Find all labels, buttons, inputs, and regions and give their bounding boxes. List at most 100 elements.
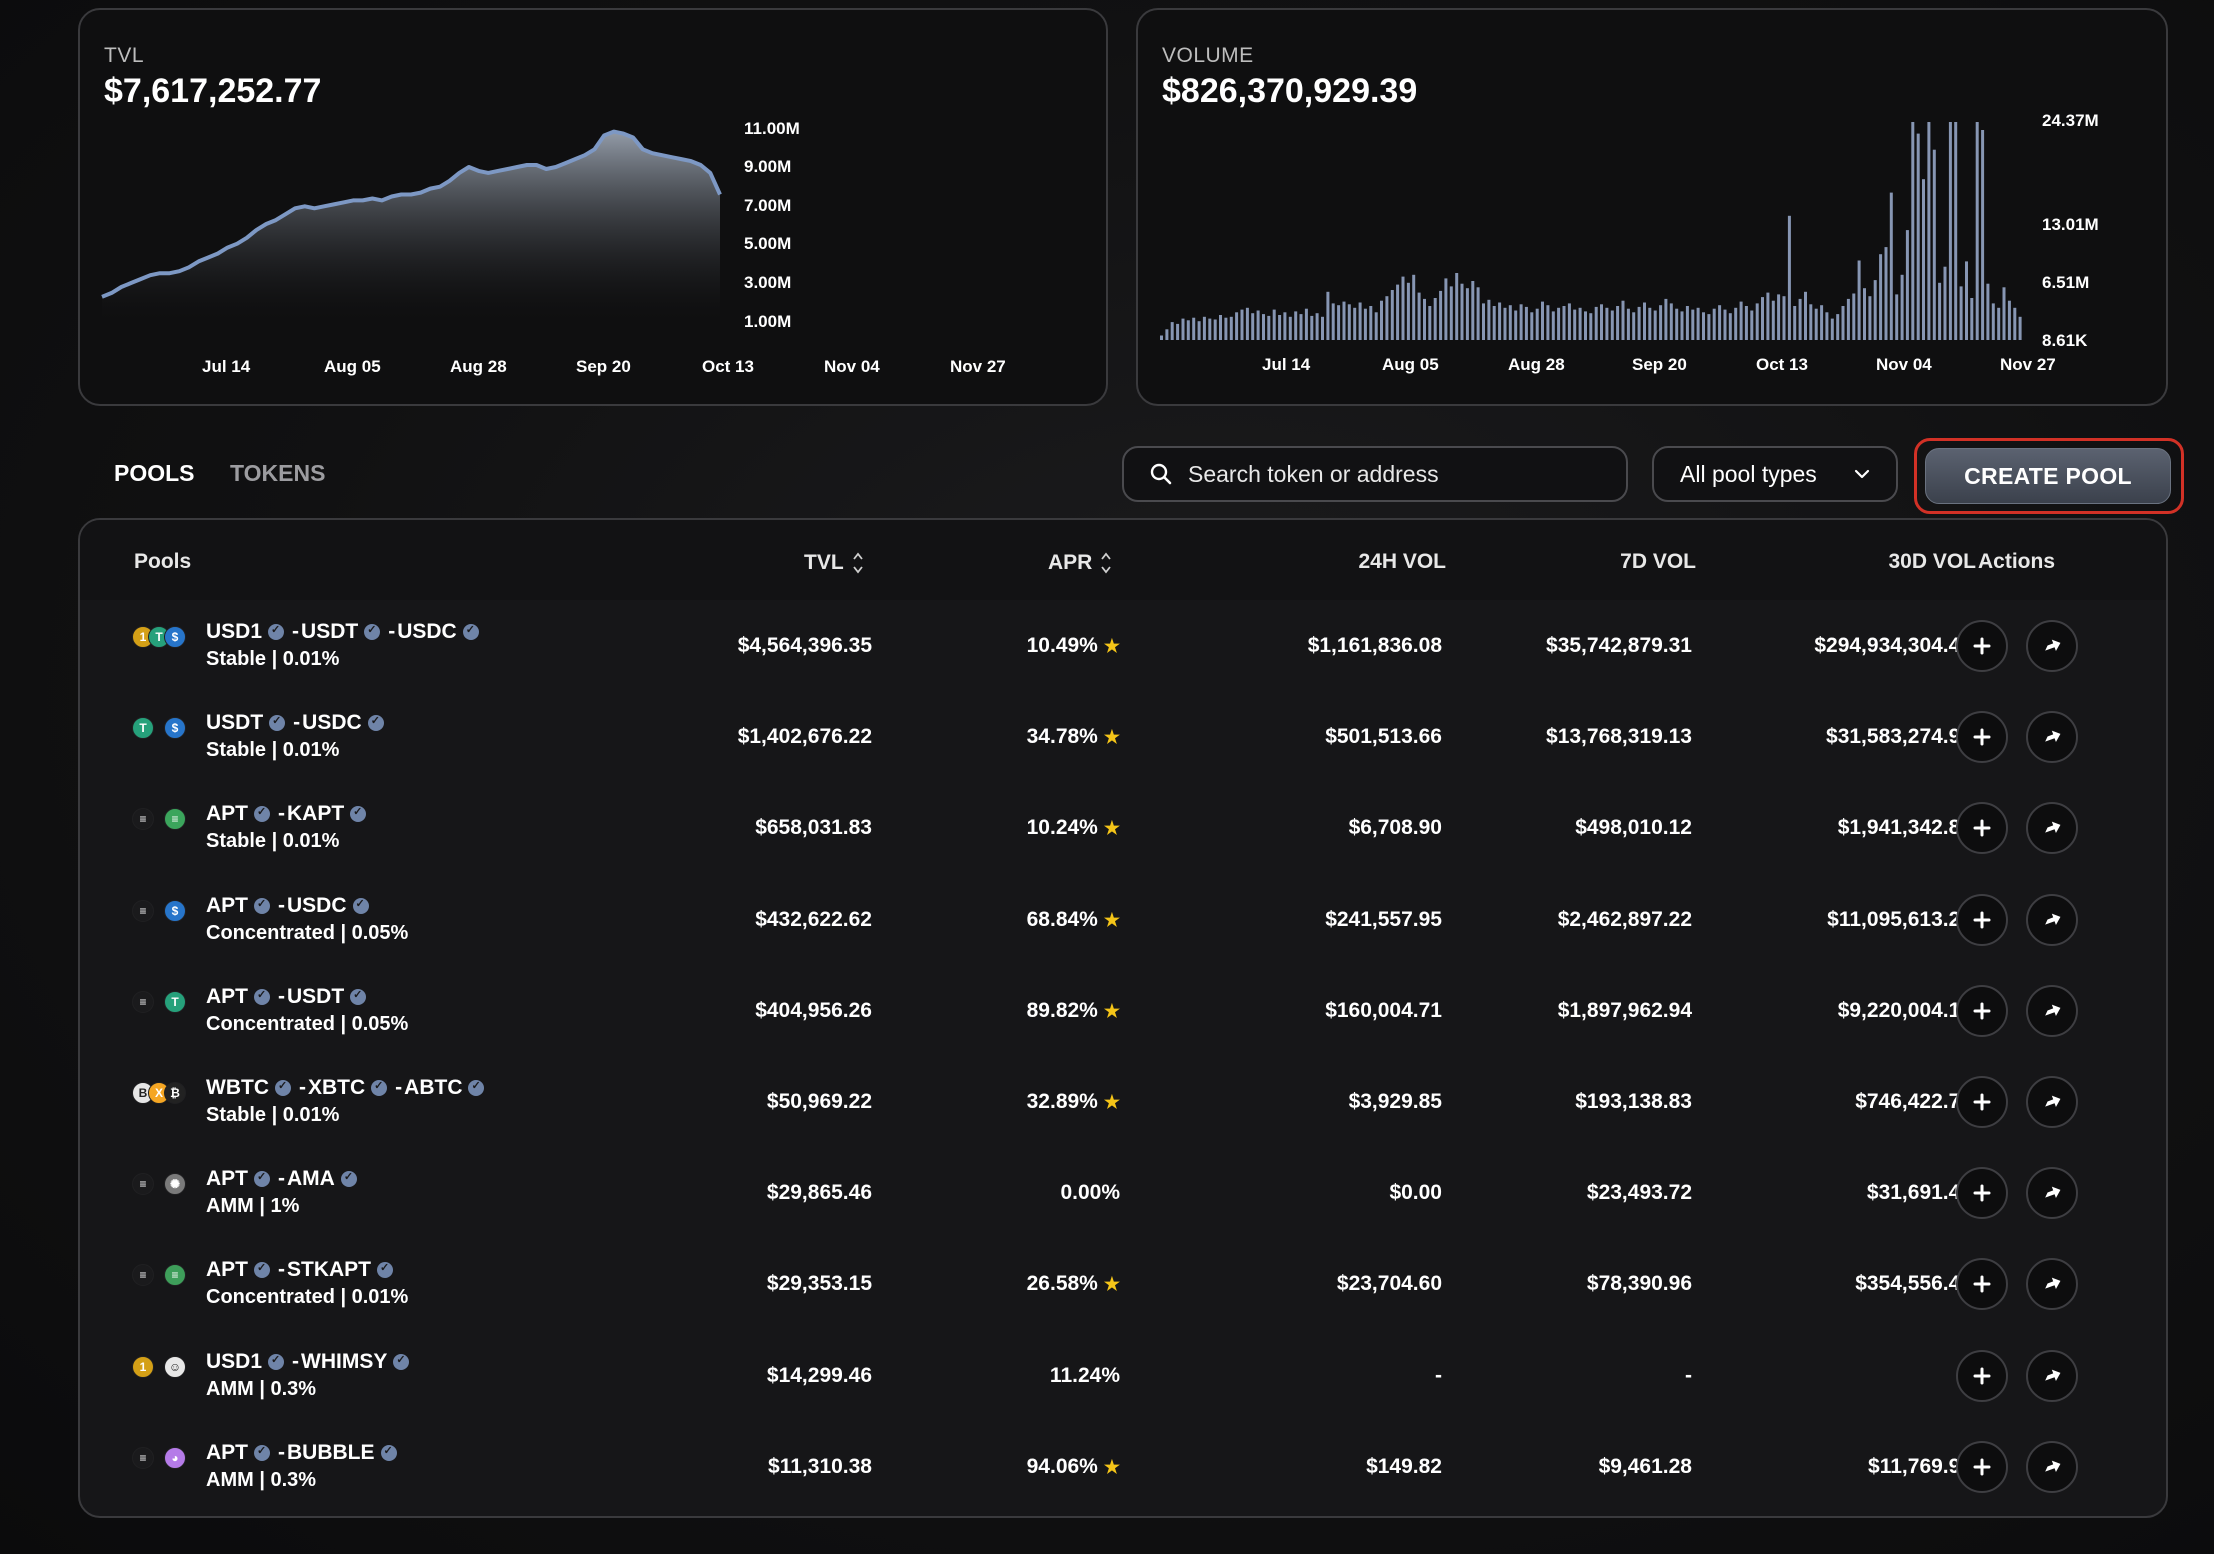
- volume-bar: [1299, 314, 1303, 340]
- token-symbol: XBTC: [307, 1076, 366, 1099]
- pool-name[interactable]: APT - BUBBLE: [206, 1441, 403, 1465]
- add-liquidity-button[interactable]: [1956, 620, 2008, 672]
- y-tick-label: 6.51M: [2042, 273, 2089, 292]
- apr-value: 89.82%: [1026, 998, 1098, 1022]
- add-liquidity-button[interactable]: [1956, 1349, 2008, 1402]
- search-input[interactable]: [1188, 460, 1608, 488]
- table-row[interactable]: ≡≡APT- STKAPTConcentrated | 0.01%$29,353…: [80, 1238, 2166, 1329]
- table-row[interactable]: BX₿WBTC- XBTC- ABTCStable | 0.01%$50,969…: [80, 1056, 2166, 1147]
- pool-type: AMM | 0.3%: [206, 1468, 317, 1491]
- volume-bar: [1482, 303, 1485, 340]
- add-liquidity-button[interactable]: [1956, 1258, 2008, 1311]
- volume-bar: [1948, 122, 1952, 340]
- create-pool-button[interactable]: CREATE POOL: [1925, 448, 2171, 504]
- add-liquidity-button[interactable]: [1956, 802, 2008, 855]
- pool-type: Concentrated | 0.01%: [206, 1286, 409, 1309]
- table-row[interactable]: 1☺USD1- WHIMSYAMM | 0.3%$14,299.46---11.…: [80, 1330, 2166, 1421]
- token-icons: ≡ $: [132, 899, 186, 926]
- tab-tokens[interactable]: TOKENS: [230, 460, 326, 486]
- star-icon[interactable]: ★: [1103, 909, 1120, 930]
- add-liquidity-button[interactable]: [1956, 1440, 2008, 1493]
- add-liquidity-button[interactable]: [1956, 1076, 2008, 1128]
- volume-bar: [1643, 302, 1646, 340]
- pair-separator: -: [388, 620, 396, 643]
- swap-button[interactable]: [2026, 984, 2078, 1037]
- table-row[interactable]: ≡≡APT- KAPTStable | 0.01%$658,031.83$6,7…: [80, 782, 2166, 873]
- pool-type: Concentrated | 0.05%: [206, 1012, 409, 1035]
- pool-name[interactable]: USDT - USDC: [206, 711, 390, 735]
- star-icon[interactable]: ★: [1103, 727, 1120, 748]
- table-row[interactable]: ≡$APT- USDCConcentrated | 0.05%$432,622.…: [80, 874, 2166, 965]
- volume-bar: [1911, 122, 1915, 340]
- pool-name[interactable]: USD1 - WHIMSY: [206, 1350, 415, 1374]
- table-row[interactable]: T$USDT- USDCStable | 0.01%$1,402,676.22$…: [80, 691, 2166, 782]
- header-tvl[interactable]: TVL: [804, 550, 864, 576]
- token-symbol: APT: [206, 1440, 248, 1464]
- pool-name[interactable]: APT - STKAPT: [206, 1258, 399, 1282]
- verified-icon: [269, 714, 286, 732]
- volume-bar: [1245, 307, 1249, 340]
- search-box[interactable]: [1122, 446, 1628, 502]
- vol-24h-value: $6,708.90: [1348, 816, 1442, 840]
- volume-bar: [1208, 318, 1212, 340]
- volume-bar: [1905, 230, 1909, 340]
- add-liquidity-button[interactable]: [1956, 1167, 2008, 1220]
- verified-icon: [380, 1444, 397, 1461]
- volume-bar: [1412, 274, 1416, 340]
- vol-24h-value: $23,704.60: [1336, 1272, 1442, 1296]
- add-liquidity-button[interactable]: [1956, 984, 2008, 1037]
- token-symbol: USDT: [301, 620, 359, 643]
- apr-value: 11.24%: [1049, 1363, 1120, 1387]
- volume-bar: [1943, 266, 1947, 340]
- swap-button[interactable]: [2026, 620, 2078, 672]
- volume-bar: [1406, 282, 1410, 340]
- header-apr[interactable]: APR: [1048, 550, 1112, 576]
- table-row[interactable]: 1T$USD1- USDT- USDCStable | 0.01%$4,564,…: [80, 600, 2166, 691]
- pool-name[interactable]: APT - KAPT: [206, 802, 372, 826]
- vol-7d-value: -: [1685, 1363, 1692, 1387]
- pair-separator: -: [278, 893, 285, 917]
- add-liquidity-button[interactable]: [1956, 711, 2008, 764]
- aptos-icon: ≡: [132, 1173, 154, 1196]
- pool-name[interactable]: APT - USDC: [206, 894, 375, 918]
- swap-button[interactable]: [2026, 1258, 2078, 1311]
- volume-bar: [1616, 306, 1620, 340]
- vol-7d-value: $193,138.83: [1575, 1090, 1692, 1113]
- plus-icon: [1973, 1002, 1991, 1020]
- swap-button[interactable]: [2026, 1076, 2078, 1128]
- volume-bar: [1251, 313, 1255, 340]
- swap-button[interactable]: [2026, 893, 2078, 946]
- star-icon[interactable]: ★: [1103, 1456, 1120, 1477]
- star-icon[interactable]: ★: [1103, 1274, 1120, 1295]
- swap-button[interactable]: [2026, 1440, 2078, 1493]
- pool-name[interactable]: WBTC- XBTC- ABTC: [206, 1076, 490, 1100]
- tvl-value: $4,564,396.35: [737, 634, 872, 657]
- table-row[interactable]: ≡✺APT- AMAAMM | 1%$29,865.46$0.00$23,493…: [80, 1147, 2166, 1238]
- table-row[interactable]: ≡◕APT- BUBBLEAMM | 0.3%$11,310.38$149.82…: [80, 1421, 2166, 1512]
- tvl-value: $658,031.83: [755, 816, 872, 840]
- tvl-value: $11,310.38: [768, 1454, 872, 1478]
- volume-bar: [1685, 306, 1689, 340]
- pool-name[interactable]: USD1- USDT- USDC: [206, 620, 485, 644]
- star-icon[interactable]: ★: [1103, 636, 1120, 656]
- star-icon[interactable]: ★: [1103, 1000, 1120, 1021]
- token-symbol: APT: [206, 802, 248, 826]
- volume-bar: [1439, 290, 1443, 340]
- token-symbol: USD1: [206, 1349, 263, 1373]
- tvl-value: $7,617,252.77: [104, 72, 322, 110]
- pool-name[interactable]: APT - AMA: [206, 1167, 363, 1191]
- verified-icon: [268, 623, 285, 640]
- add-liquidity-button[interactable]: [1956, 893, 2008, 946]
- star-icon[interactable]: ★: [1103, 818, 1120, 839]
- volume-bar: [1637, 306, 1641, 340]
- star-icon[interactable]: ★: [1103, 1092, 1120, 1112]
- pool-type-select[interactable]: All pool types: [1652, 446, 1898, 502]
- pool-name[interactable]: APT - USDT: [206, 985, 372, 1009]
- verified-icon: [274, 1079, 291, 1096]
- swap-button[interactable]: [2026, 1167, 2078, 1220]
- swap-button[interactable]: [2026, 711, 2078, 764]
- swap-button[interactable]: [2026, 802, 2078, 855]
- tab-pools[interactable]: POOLS: [114, 460, 195, 486]
- swap-button[interactable]: [2026, 1349, 2078, 1402]
